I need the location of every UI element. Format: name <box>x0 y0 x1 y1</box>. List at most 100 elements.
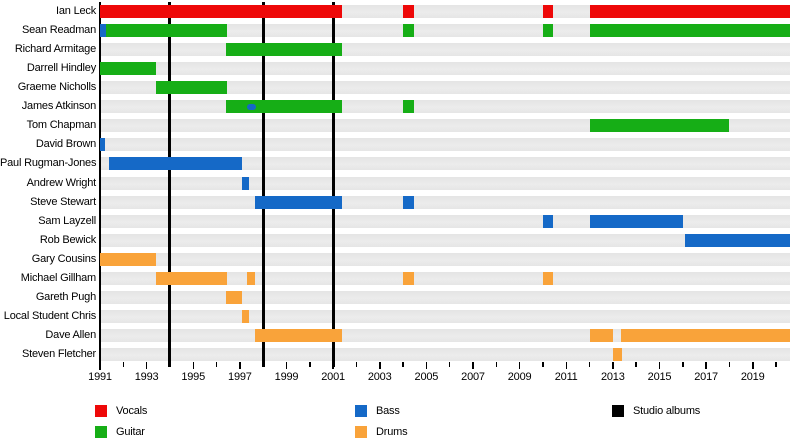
drums-bar <box>225 290 243 304</box>
row-background <box>100 138 790 152</box>
row-background <box>100 309 790 323</box>
axis-tick <box>332 362 334 369</box>
axis-year-label: 1995 <box>181 371 206 383</box>
axis-year-label: 1999 <box>274 371 299 383</box>
guitar-bar <box>100 62 156 76</box>
member-name-label: James Atkinson <box>21 100 96 113</box>
bass-bar <box>685 233 790 247</box>
axis-tick <box>728 362 731 367</box>
member-name-label: Gary Cousins <box>31 252 96 265</box>
guitar-bar <box>225 100 343 114</box>
guitar-bar <box>589 24 790 38</box>
legend-item-vocals: Vocals <box>95 404 147 417</box>
drums-bar <box>155 271 227 285</box>
axis-tick <box>752 362 754 369</box>
legend-label-bass: Bass <box>376 404 400 417</box>
member-name-label: Sean Readman <box>21 24 96 37</box>
member-name-label: Dave Allen <box>45 328 96 341</box>
bass-bar <box>109 157 243 171</box>
axis-tick <box>402 362 404 367</box>
axis-tick <box>145 362 148 369</box>
row-background <box>100 214 790 228</box>
axis-tick <box>612 362 614 369</box>
axis-tick <box>239 362 241 369</box>
legend-item-bass: Bass <box>355 404 400 417</box>
row-background <box>100 290 790 304</box>
axis-tick <box>448 362 451 367</box>
axis-tick <box>285 362 288 369</box>
drums-color-swatch <box>355 425 367 438</box>
axis-tick <box>262 362 264 367</box>
row-background <box>100 43 790 57</box>
axis-tick <box>542 362 544 367</box>
studio-album-line <box>261 2 265 367</box>
axis-tick <box>495 362 497 367</box>
member-name-label: Rob Bewick <box>39 233 96 246</box>
drums-bar <box>255 328 343 342</box>
axis-tick <box>355 362 358 367</box>
axis-tick <box>705 362 707 369</box>
member-name-label: Paul Rugman-Jones <box>0 157 97 170</box>
axis-tick <box>215 362 218 367</box>
drums-bar <box>242 309 250 323</box>
bass-sub-bar <box>246 103 257 110</box>
axis-tick <box>518 362 521 369</box>
studio-album-line <box>168 2 172 367</box>
row-background <box>100 62 790 76</box>
axis-tick <box>169 362 171 367</box>
legend-label-drums: Drums <box>376 425 408 438</box>
legend-item-studio-albums: Studio albums <box>612 404 700 417</box>
bass-bar <box>542 214 554 228</box>
drums-bar <box>246 271 256 285</box>
bass-bar <box>242 176 250 190</box>
guitar-bar <box>542 24 554 38</box>
axis-year-label: 2001 <box>321 371 345 383</box>
drums-bar <box>100 252 156 266</box>
axis-year-label: 1993 <box>134 371 159 383</box>
axis-tick <box>309 362 311 367</box>
drums-bar <box>403 271 414 285</box>
member-name-label: Gareth Pugh <box>35 290 96 303</box>
member-name-label: Andrew Wright <box>26 176 97 189</box>
legend-item-guitar: Guitar <box>95 425 145 438</box>
row-background <box>100 176 790 190</box>
axis-tick <box>122 362 125 367</box>
row-background <box>100 348 790 361</box>
guitar-bar <box>225 43 343 57</box>
bass-bar <box>255 195 343 209</box>
axis-year-label: 2009 <box>507 371 532 383</box>
guitar-bar <box>403 24 414 38</box>
vocals-bar <box>542 5 554 18</box>
axis-year-label: 2013 <box>600 371 625 383</box>
row-background <box>100 252 790 266</box>
bass-bar <box>589 214 683 228</box>
drums-bar <box>589 328 613 342</box>
axis-year-label: 2005 <box>414 371 439 383</box>
axis-year-label: 1997 <box>228 371 252 383</box>
axis-tick <box>588 362 591 367</box>
axis-tick <box>379 362 381 369</box>
axis-year-label: 2003 <box>367 371 392 383</box>
axis-tick <box>99 362 101 369</box>
row-background <box>100 157 790 171</box>
axis-year-label: 2007 <box>461 371 485 383</box>
guitar-bar <box>589 119 730 133</box>
drums-bar <box>612 348 623 361</box>
member-name-label: Michael Gillham <box>20 271 96 284</box>
guitar-color-swatch <box>95 425 107 438</box>
member-name-label: David Brown <box>35 138 96 151</box>
studio-album-line <box>331 2 335 367</box>
axis-tick <box>635 362 637 367</box>
member-name-label: Local Student Chris <box>3 309 96 322</box>
axis-tick <box>192 362 194 369</box>
studio-albums-color-swatch <box>612 404 624 417</box>
row-background <box>100 195 790 209</box>
axis-tick <box>425 362 428 369</box>
guitar-bar <box>105 24 227 38</box>
y-axis-line <box>98 2 101 370</box>
member-name-label: Richard Armitage <box>14 43 96 56</box>
row-background <box>100 81 790 95</box>
member-name-label: Tom Chapman <box>26 119 97 132</box>
legend-label-studio-albums: Studio albums <box>633 404 701 417</box>
legend-label-guitar: Guitar <box>116 425 145 438</box>
